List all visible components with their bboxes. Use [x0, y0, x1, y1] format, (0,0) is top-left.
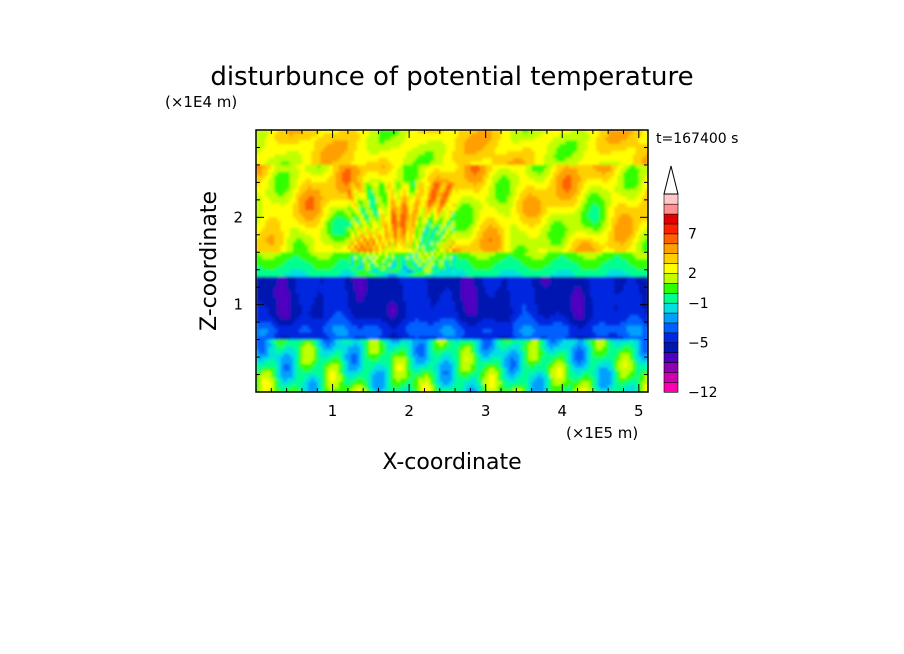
x-tick-label: 2	[404, 402, 414, 420]
x-axis-label: X-coordinate	[382, 450, 521, 475]
x-tick-label: 4	[557, 402, 567, 420]
colorbar-segment	[663, 361, 679, 373]
colorbar-tick-label: 7	[688, 227, 697, 243]
time-label: t=167400 s	[656, 131, 738, 147]
colorbar-segment	[663, 213, 679, 225]
x-unit-label: (×1E5 m)	[566, 424, 638, 442]
x-tick-label: 5	[634, 402, 644, 420]
colorbar-segment	[663, 342, 679, 353]
colorbar-extend-arrow	[663, 165, 679, 195]
colorbar-tick-label: −5	[688, 336, 709, 352]
colorbar-segment	[663, 193, 679, 205]
x-tick-label: 3	[481, 402, 491, 420]
colorbar-segment	[663, 262, 679, 274]
y-unit-label: (×1E4 m)	[165, 93, 237, 111]
x-tick-label: 1	[328, 402, 338, 420]
colorbar-segment	[663, 233, 679, 245]
axis-ticks: 1 2 3 4 5 1 2	[233, 130, 648, 420]
colorbar-segment	[663, 272, 679, 284]
colorbar-segment	[663, 253, 679, 264]
colorbar-tick-label: −1	[688, 296, 709, 312]
colorbar-segment	[663, 292, 679, 304]
colorbar-tick-label: 2	[688, 266, 697, 282]
colorbar: −12−5−127	[663, 165, 718, 401]
colorbar-segment	[663, 302, 679, 314]
colorbar-segment	[663, 203, 679, 215]
colorbar-segment	[663, 223, 679, 235]
y-axis-label: Z-coordinate	[197, 191, 222, 331]
colorbar-segment	[663, 322, 679, 334]
colorbar-segment	[663, 352, 679, 363]
colorbar-segment	[663, 371, 679, 383]
colorbar-segment	[663, 381, 679, 393]
y-tick-label: 2	[233, 208, 243, 226]
colorbar-segment	[663, 332, 679, 344]
colorbar-segment	[663, 312, 679, 324]
colorbar-tick-label: −12	[688, 385, 718, 401]
colorbar-segment	[663, 282, 679, 294]
y-tick-label: 1	[233, 296, 243, 314]
colorbar-segment	[663, 243, 679, 254]
chart-title: disturbunce of potential temperature	[210, 62, 693, 92]
contour-field	[256, 130, 648, 392]
plot-frame	[255, 129, 649, 393]
